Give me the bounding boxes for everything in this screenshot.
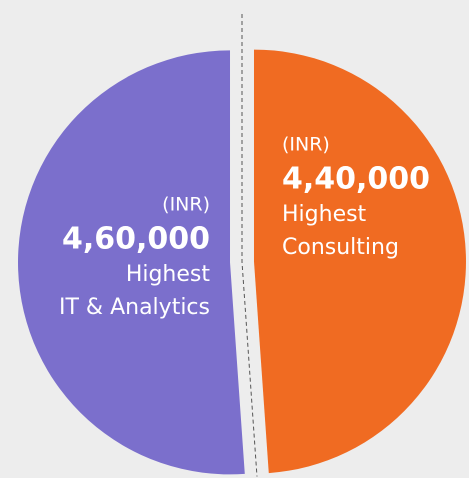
value-label: 4,60,000 bbox=[62, 222, 210, 257]
label-word: Highest bbox=[126, 262, 211, 287]
unit-label: (INR) bbox=[282, 134, 330, 156]
value-label: 4,40,000 bbox=[282, 162, 430, 197]
pie-slice bbox=[253, 49, 466, 474]
unit-label: (INR) bbox=[162, 194, 210, 216]
category-label: IT & Analytics bbox=[59, 295, 210, 320]
separator bbox=[241, 14, 258, 477]
pie-slice bbox=[18, 50, 245, 475]
category-label: Consulting bbox=[282, 235, 399, 260]
label-word: Highest bbox=[282, 202, 367, 227]
